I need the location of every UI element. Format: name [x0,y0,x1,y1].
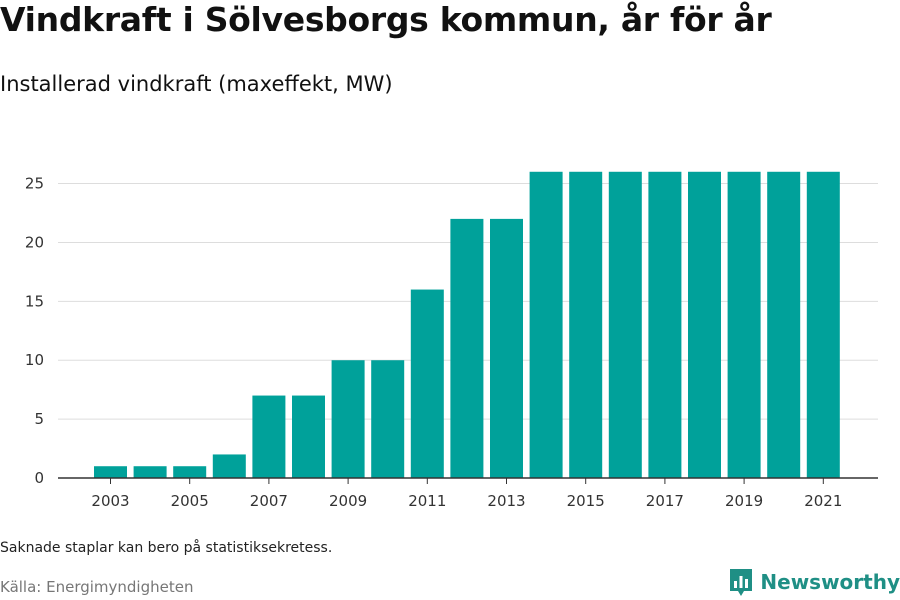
bar-2014[interactable] [529,171,563,478]
x-tick-label: 2019 [725,492,763,510]
bar-2004[interactable] [133,466,167,478]
y-tick-label: 20 [25,233,44,251]
footnote: Saknade staplar kan bero på statistiksek… [0,540,333,556]
x-tick-label: 2013 [487,492,525,510]
x-tick-label: 2009 [329,492,367,510]
x-tick-label: 2005 [171,492,209,510]
x-tick-label: 2015 [567,492,605,510]
bar-2019[interactable] [727,171,761,478]
x-tick-label: 2007 [250,492,288,510]
bar-2008[interactable] [292,395,325,478]
y-tick-label: 15 [25,292,44,310]
bar-2003[interactable] [94,466,127,478]
bar-2018[interactable] [688,171,721,478]
bar-2011[interactable] [410,289,444,478]
bar-2020[interactable] [767,171,801,478]
bar-2016[interactable] [608,171,642,478]
x-tick-label: 2011 [408,492,446,510]
x-tick-label: 2017 [646,492,684,510]
y-tick-label: 10 [25,351,44,369]
bar-chart-logo-icon [730,569,753,596]
bars [94,171,840,478]
bar-2017[interactable] [648,171,682,478]
bar-2010[interactable] [371,360,405,478]
bar-2013[interactable] [490,218,523,478]
bar-chart: 0 5 10 15 20 25 2003 2005 2007 2009 2011 2013 2015 20… [25,171,878,510]
bar-2007[interactable] [252,395,286,478]
y-tick-label: 25 [25,175,44,193]
bar-2009[interactable] [331,360,365,478]
bar-2021[interactable] [806,171,840,478]
brand-logo[interactable]: Newsworthy [728,564,900,600]
bar-2006[interactable] [212,454,246,478]
chart-title: Vindkraft i Sölvesborgs kommun, år för å… [0,0,772,39]
axes: 0 5 10 15 20 25 2003 2005 2007 2009 2011 2013 2015 20… [25,175,878,510]
bar-2015[interactable] [569,171,603,478]
x-tick-label: 2021 [804,492,842,510]
brand-name: Newsworthy [760,570,900,594]
bar-2005[interactable] [173,466,207,478]
y-tick-label: 5 [34,410,44,428]
chart-subtitle: Installerad vindkraft (maxeffekt, MW) [0,72,393,96]
y-tick-label: 0 [34,469,44,487]
bar-2012[interactable] [450,218,484,478]
source-label: Källa: Energimyndigheten [0,578,194,596]
x-tick-label: 2003 [91,492,129,510]
